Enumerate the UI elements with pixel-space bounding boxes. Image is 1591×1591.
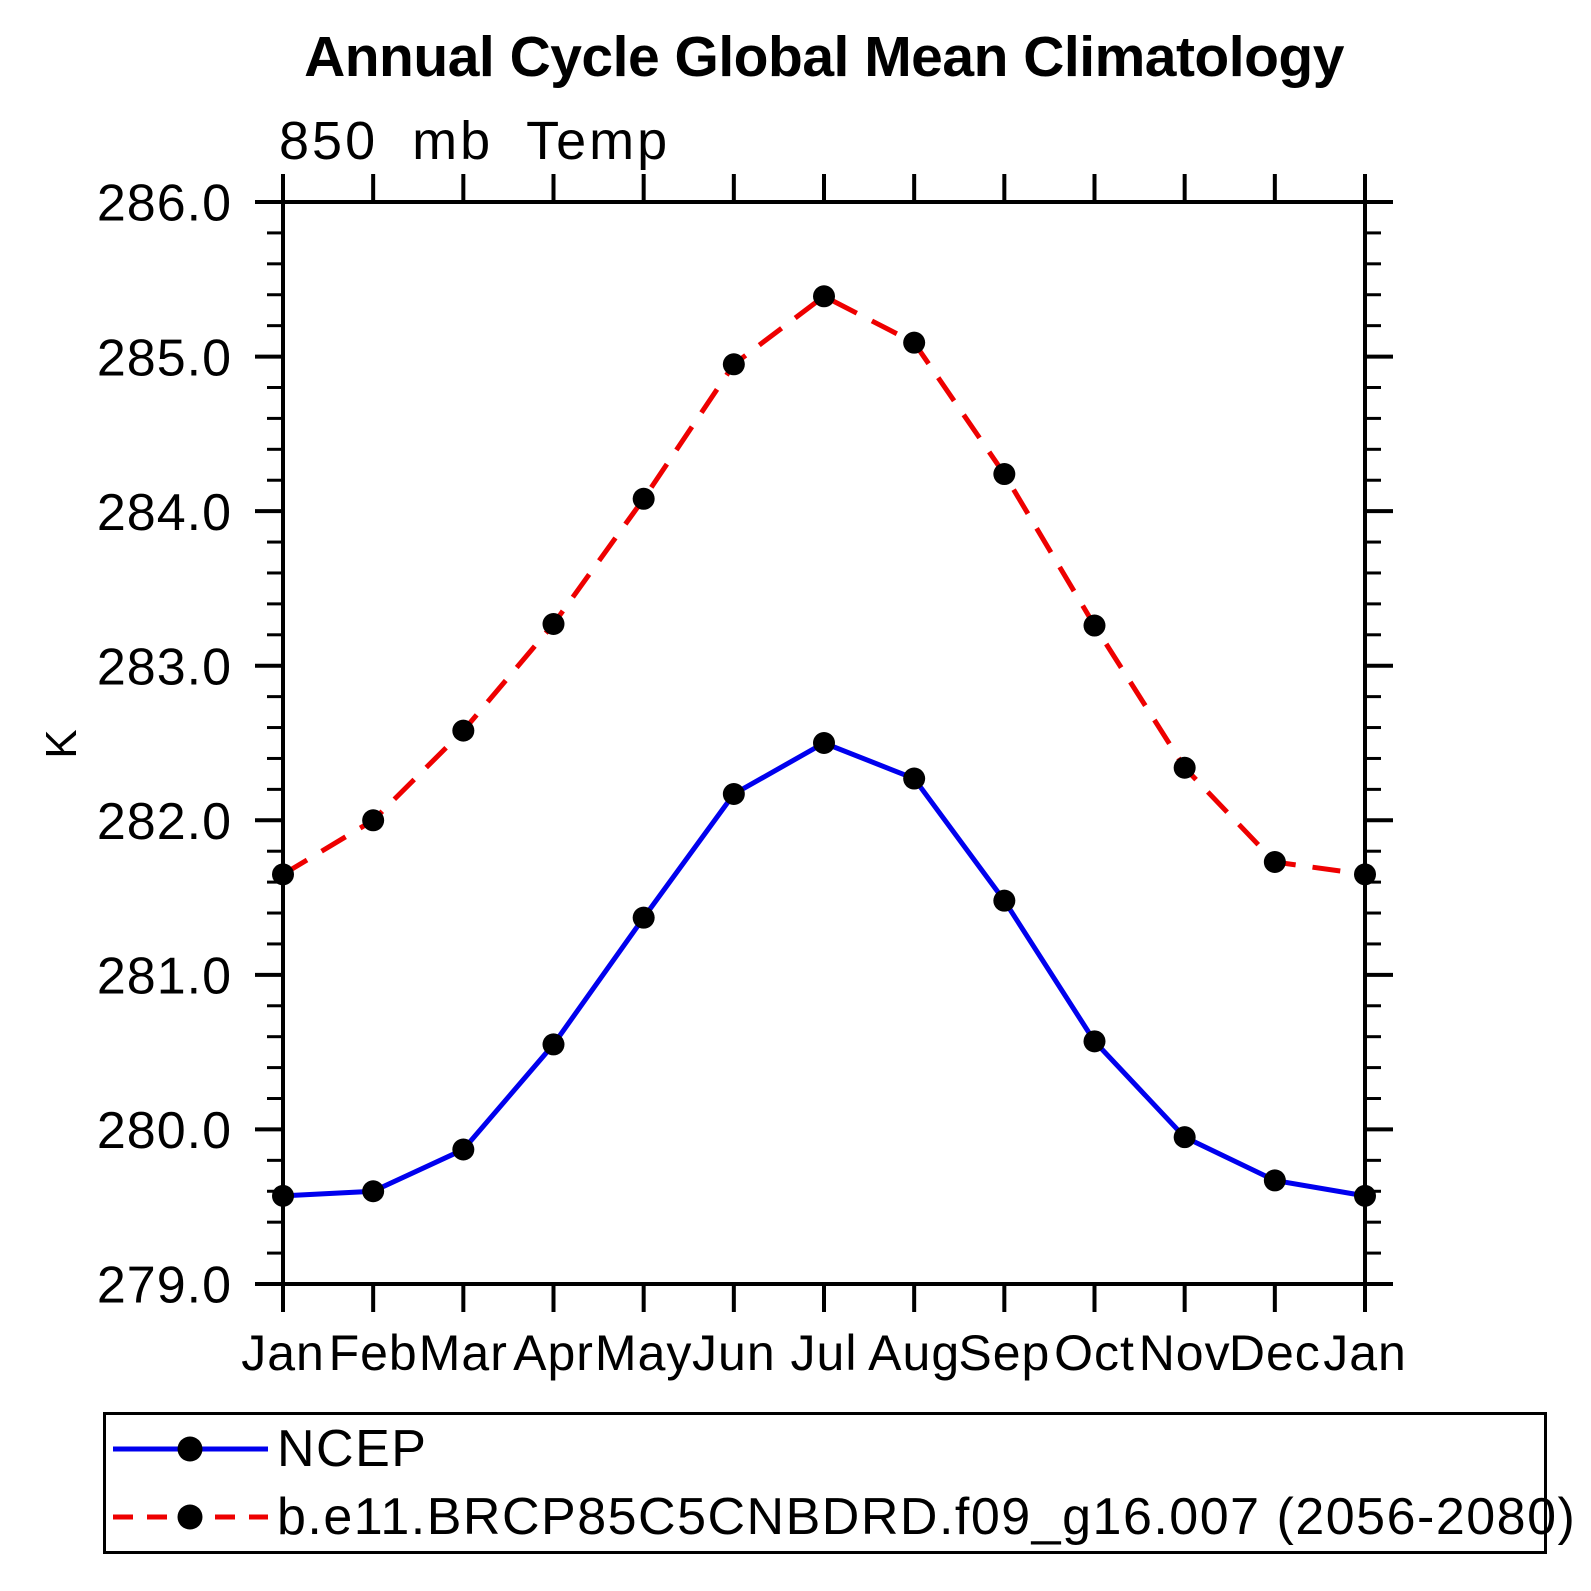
y-tick-label: 283.0 bbox=[97, 638, 232, 696]
x-tick-label: Oct bbox=[1054, 1325, 1135, 1381]
x-tick-label: Feb bbox=[329, 1325, 418, 1381]
plot-frame bbox=[281, 200, 1367, 1286]
data-point-marker bbox=[722, 353, 745, 376]
data-point-marker bbox=[993, 889, 1016, 912]
data-point-marker bbox=[903, 331, 926, 354]
data-point-marker bbox=[903, 767, 926, 790]
data-point-marker bbox=[813, 285, 835, 308]
chart-subtitle: 850 mb Temp bbox=[279, 111, 671, 171]
data-point-marker bbox=[1083, 614, 1106, 637]
legend-swatch-model-line bbox=[113, 1504, 268, 1530]
data-point-marker bbox=[452, 1138, 475, 1161]
legend-label-ncep: NCEP bbox=[277, 1420, 428, 1478]
data-point-marker bbox=[542, 1033, 565, 1056]
x-tick-label: Jun bbox=[692, 1325, 776, 1381]
x-tick-label: Aug bbox=[868, 1325, 960, 1381]
data-point-marker bbox=[813, 732, 835, 754]
legend-label-model: b.e11.BRCP85C5CNBDRD.f09_g16.007 (2056-2… bbox=[277, 1488, 1577, 1546]
y-tick-label: 286.0 bbox=[97, 175, 232, 233]
y-tick-label: 279.0 bbox=[97, 1257, 232, 1315]
data-point-marker bbox=[632, 906, 655, 929]
y-tick-label: 285.0 bbox=[97, 329, 232, 387]
data-point-marker bbox=[1263, 1169, 1286, 1192]
data-point-marker bbox=[1354, 863, 1376, 886]
data-point-marker bbox=[722, 783, 745, 806]
legend: NCEP b.e11.BRCP85C5CNBDRD.f09_g16.007 (2… bbox=[103, 1412, 1575, 1554]
data-point-marker bbox=[1173, 756, 1196, 779]
series-line-model bbox=[281, 293, 1366, 877]
x-tick-label: Jan bbox=[1323, 1325, 1407, 1381]
x-tick-label: Dec bbox=[1229, 1325, 1321, 1381]
data-point-marker bbox=[452, 719, 475, 742]
data-point-marker bbox=[542, 612, 565, 635]
y-tick-label: 280.0 bbox=[97, 1102, 232, 1160]
y-tick-label: 281.0 bbox=[97, 948, 232, 1006]
data-point-marker bbox=[362, 809, 385, 832]
data-point-marker bbox=[1354, 1184, 1376, 1207]
data-point-marker bbox=[993, 463, 1016, 486]
x-tick-label: Jul bbox=[791, 1325, 858, 1381]
x-tick-label: Nov bbox=[1139, 1325, 1231, 1381]
data-point-marker bbox=[272, 1184, 294, 1207]
data-point-marker bbox=[272, 863, 294, 886]
data-point-marker bbox=[1083, 1030, 1106, 1053]
data-point-marker bbox=[362, 1180, 385, 1203]
data-point-marker bbox=[1173, 1126, 1196, 1149]
data-point-marker bbox=[1263, 851, 1286, 874]
legend-item-model: b.e11.BRCP85C5CNBDRD.f09_g16.007 (2056-2… bbox=[106, 1485, 1575, 1549]
chart-title: Annual Cycle Global Mean Climatology bbox=[304, 25, 1344, 89]
x-tick-label: May bbox=[595, 1325, 692, 1381]
x-tick-label: Apr bbox=[513, 1325, 594, 1381]
x-tick-label: Sep bbox=[958, 1325, 1050, 1381]
x-tick-label: Mar bbox=[419, 1325, 508, 1381]
series-line-ncep bbox=[282, 740, 1366, 1199]
x-tick-label: Jan bbox=[241, 1325, 325, 1381]
legend-item-ncep: NCEP bbox=[106, 1417, 1544, 1481]
y-tick-label: 284.0 bbox=[97, 484, 232, 542]
data-point-marker bbox=[632, 487, 655, 510]
y-tick-label: 282.0 bbox=[97, 793, 232, 851]
legend-swatch-ncep-line bbox=[113, 1436, 268, 1462]
